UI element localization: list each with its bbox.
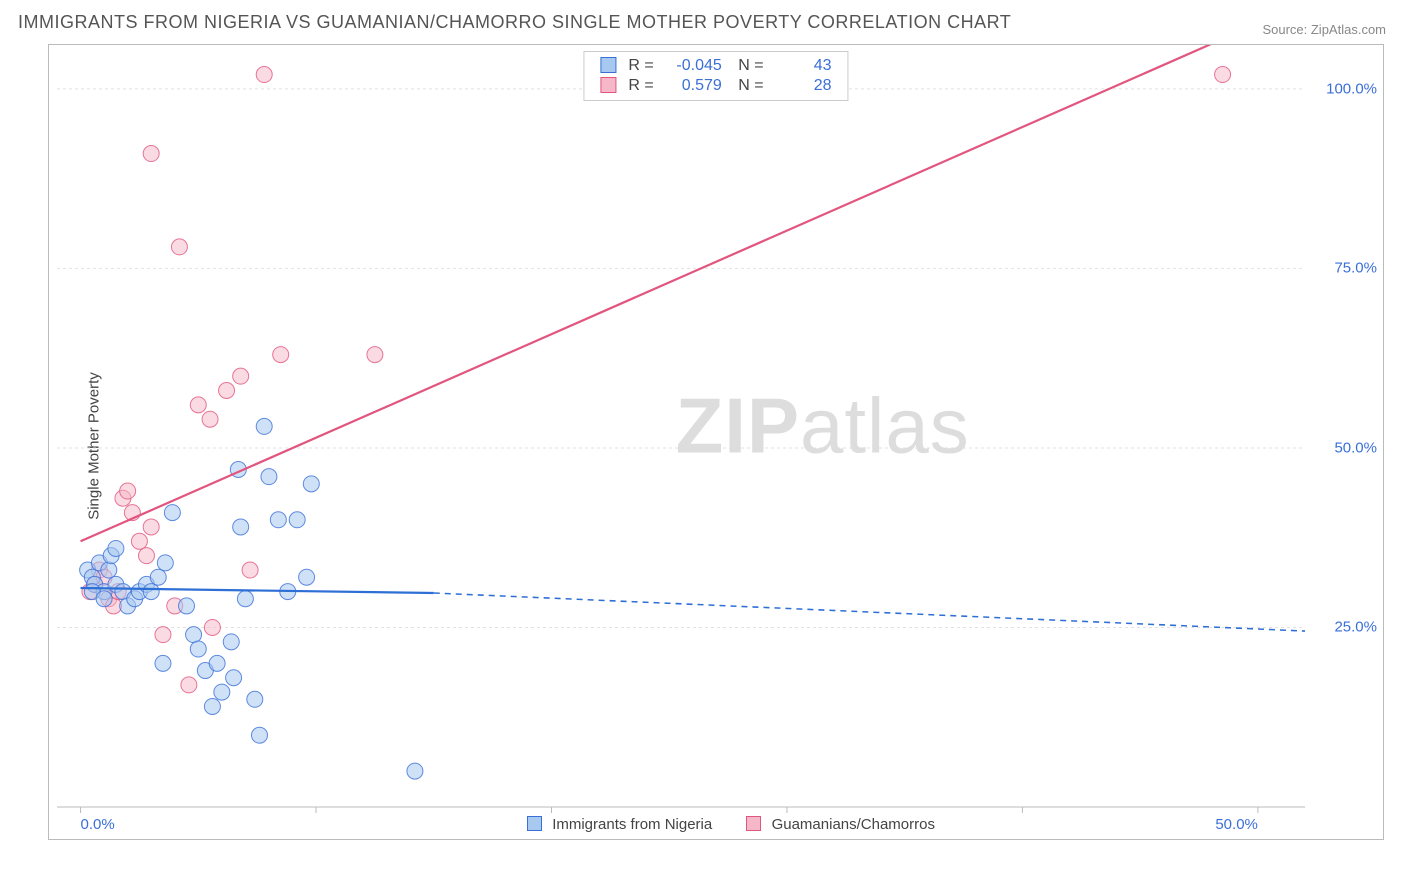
y-tick-label: 75.0% xyxy=(1334,260,1377,277)
scatter-chart xyxy=(49,45,1383,839)
swatch-series-b xyxy=(746,816,761,831)
legend-row-b: R =0.579 N =28 xyxy=(594,76,837,96)
chart-title: IMMIGRANTS FROM NIGERIA VS GUAMANIAN/CHA… xyxy=(18,12,1011,33)
y-tick-label: 50.0% xyxy=(1334,439,1377,456)
correlation-legend: R =-0.045 N =43 R =0.579 N =28 xyxy=(583,51,848,101)
series-legend: Immigrants from Nigeria Guamanians/Chamo… xyxy=(49,816,1383,833)
swatch-a xyxy=(600,57,616,73)
series-a-label: Immigrants from Nigeria xyxy=(552,816,712,833)
y-tick-label: 25.0% xyxy=(1334,619,1377,636)
swatch-b xyxy=(600,77,616,93)
legend-row-a: R =-0.045 N =43 xyxy=(594,56,837,76)
y-tick-label: 100.0% xyxy=(1326,80,1377,97)
source-label: Source: ZipAtlas.com xyxy=(1262,22,1386,37)
series-b-label: Guamanians/Chamorros xyxy=(772,816,935,833)
plot-area: ZIPatlas R =-0.045 N =43 R =0.579 N =28 … xyxy=(48,44,1384,840)
swatch-series-a xyxy=(527,816,542,831)
